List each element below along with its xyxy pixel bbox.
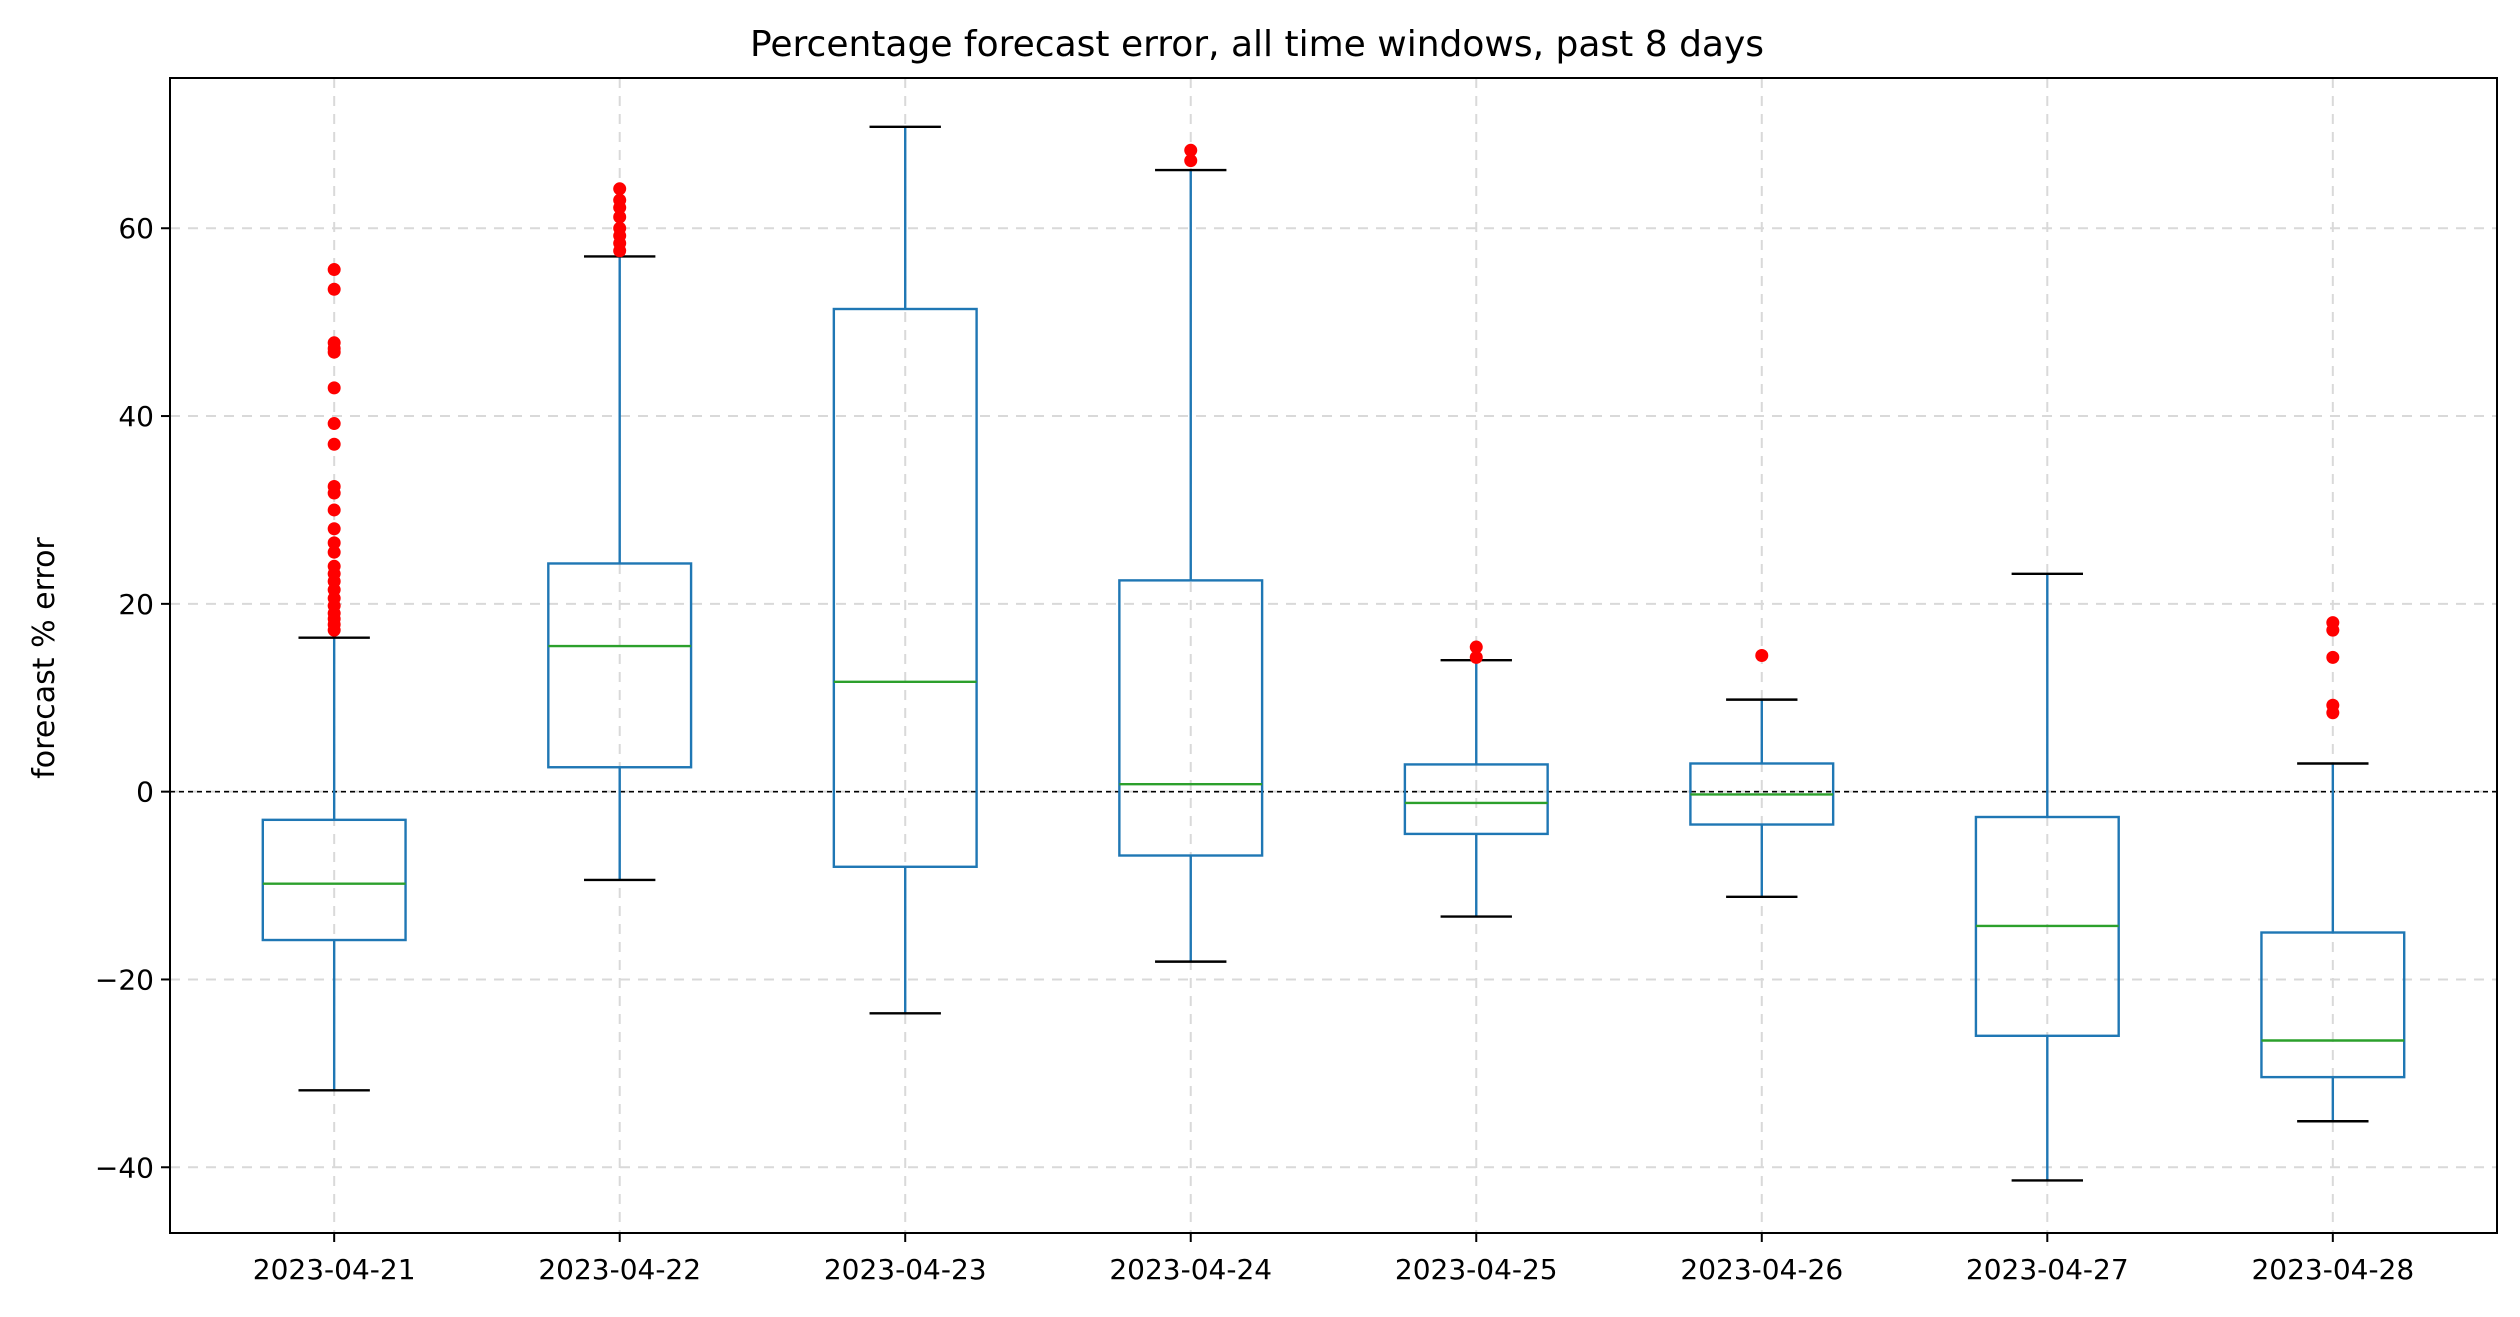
outlier-point: [1469, 650, 1483, 664]
chart-title: Percentage forecast error, all time wind…: [750, 24, 1764, 65]
x-tick-label: 2023-04-25: [1395, 1253, 1558, 1286]
outlier-point: [613, 201, 627, 215]
x-tick-label: 2023-04-27: [1966, 1253, 2129, 1286]
outlier-point: [2326, 706, 2340, 720]
outlier-point: [327, 437, 341, 451]
y-tick-label: 20: [118, 588, 154, 621]
outlier-point: [613, 210, 627, 224]
outlier-point: [327, 503, 341, 517]
axis-ticks: −40 −20 0 20 40 60 2023-04-21 2023-04-22 2023-04…: [95, 212, 2414, 1286]
y-tick-label: −40: [95, 1151, 154, 1184]
box-2023-04-24: [1118, 143, 1264, 963]
outlier-point: [327, 522, 341, 536]
outlier-point: [613, 244, 627, 258]
iqr-box: [547, 562, 693, 769]
box-2023-04-21: [261, 263, 407, 1092]
outlier-point: [1755, 649, 1769, 662]
y-tick-label: 0: [136, 776, 154, 809]
outlier-point: [613, 182, 627, 196]
y-axis-label: forecast % error: [27, 537, 62, 779]
x-tick-label: 2023-04-23: [824, 1253, 987, 1286]
box-2023-04-28: [2260, 616, 2406, 1123]
outlier-point: [1469, 640, 1483, 654]
box-series: [261, 125, 2406, 1182]
outlier-point: [2326, 650, 2340, 664]
outlier-point: [327, 545, 341, 559]
box-2023-04-23: [832, 125, 978, 1015]
x-tick-label: 2023-04-22: [538, 1253, 701, 1286]
y-tick-label: 60: [118, 212, 154, 245]
outlier-point: [327, 381, 341, 395]
x-tick-label: 2023-04-28: [2251, 1253, 2414, 1286]
outlier-point: [327, 345, 341, 359]
iqr-box: [1403, 763, 1549, 836]
outlier-point: [327, 486, 341, 500]
iqr-box: [832, 307, 978, 868]
outlier-point: [2326, 623, 2340, 637]
outlier-point: [327, 623, 341, 637]
outlier-point: [327, 263, 341, 277]
iqr-box: [1118, 579, 1264, 857]
outlier-point: [327, 417, 341, 431]
outlier-point: [1184, 154, 1198, 168]
box-2023-04-22: [547, 182, 693, 882]
outlier-point: [327, 536, 341, 550]
outlier-point: [1184, 143, 1198, 157]
x-tick-label: 2023-04-24: [1109, 1253, 1272, 1286]
box-2023-04-26: [1689, 649, 1835, 899]
box-2023-04-25: [1403, 640, 1549, 918]
iqr-box: [261, 818, 407, 942]
iqr-box: [2260, 931, 2406, 1079]
outlier-point: [327, 282, 341, 296]
plot-area-frame: [169, 77, 2498, 1234]
x-tick-label: 2023-04-21: [253, 1253, 416, 1286]
box-2023-04-27: [1974, 572, 2120, 1182]
y-tick-label: 40: [118, 400, 154, 433]
y-tick-label: −20: [95, 963, 154, 996]
x-tick-label: 2023-04-26: [1680, 1253, 1843, 1286]
